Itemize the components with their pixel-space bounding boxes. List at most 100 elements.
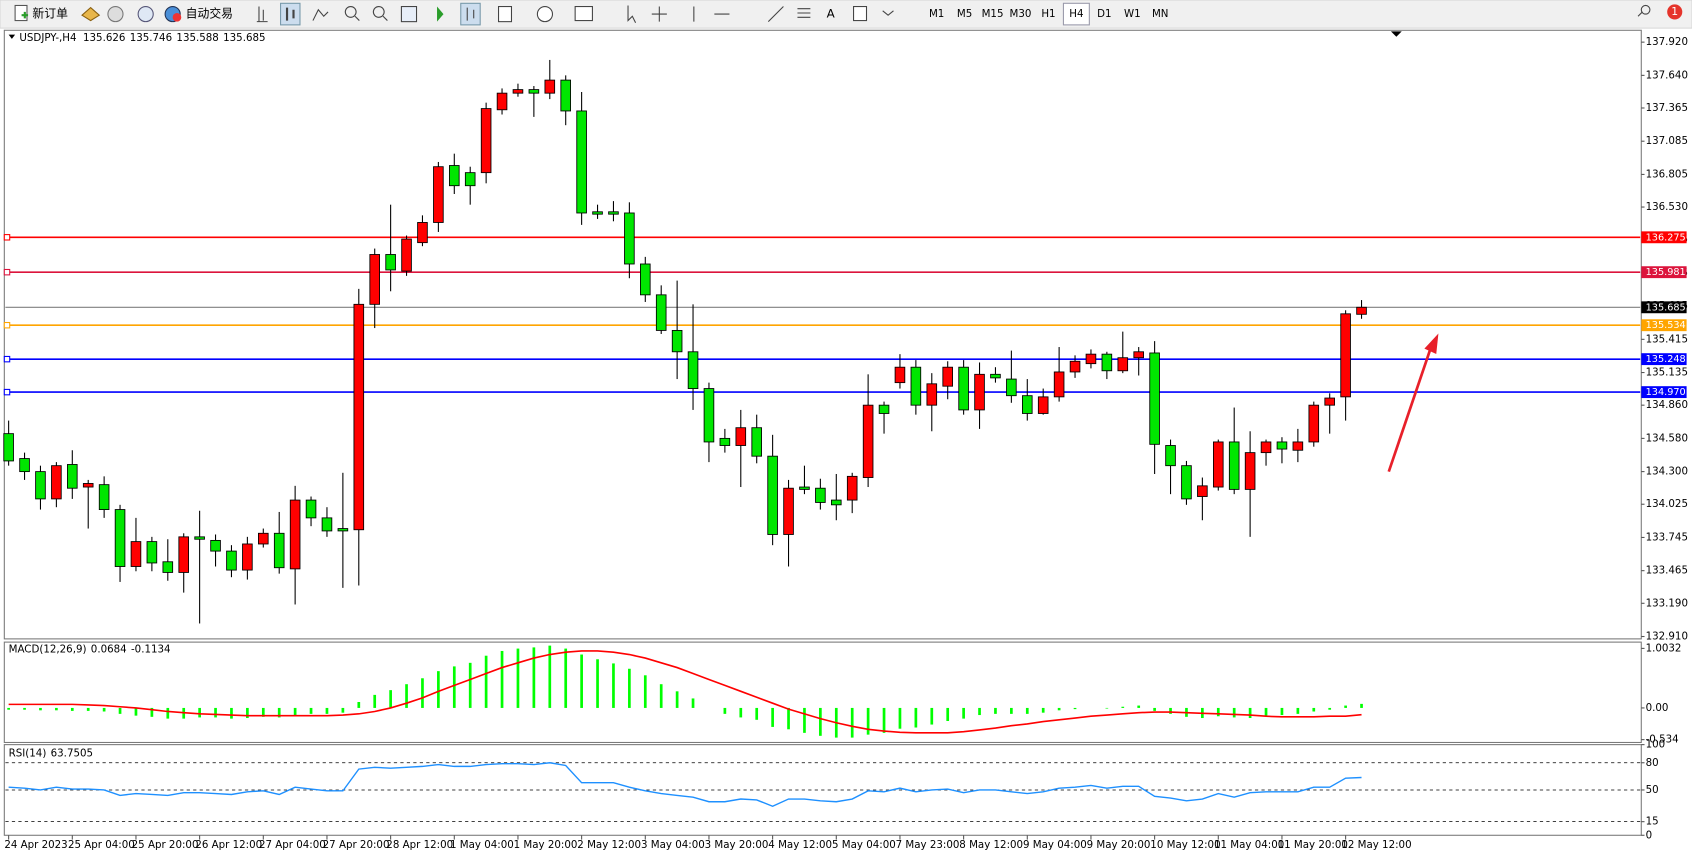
level-label-bg (1641, 319, 1687, 332)
candle-body (640, 263, 651, 296)
level-label-bg (1641, 386, 1687, 399)
auto-trading-button[interactable]: 自动交易 (164, 5, 233, 23)
candle-body (1085, 353, 1097, 365)
level-label: 135.248 (1646, 354, 1686, 365)
candle-body (624, 212, 635, 265)
y-tick-label: 137.920 (1646, 36, 1688, 48)
candle-body (544, 79, 556, 94)
y-tick-label: 134.025 (1646, 498, 1688, 510)
x-tick-label: 3 May 20:00 (705, 839, 769, 851)
icon[interactable] (460, 2, 481, 26)
icon[interactable] (497, 5, 513, 23)
icon[interactable] (1637, 11, 1643, 17)
x-tick-label: 4 May 12:00 (768, 839, 832, 851)
x-tick-label: 24 Apr 2023 (4, 839, 67, 851)
candle-body (528, 89, 540, 94)
icon[interactable] (137, 5, 154, 23)
timeframe-button[interactable]: H4 (1069, 8, 1083, 20)
candle-body (226, 550, 237, 571)
icon[interactable] (437, 6, 444, 22)
icon[interactable] (107, 5, 124, 23)
timeframe-button[interactable]: M15 (982, 8, 1004, 20)
candle-body (655, 294, 667, 331)
icon[interactable] (693, 6, 811, 23)
icon[interactable] (256, 6, 268, 23)
timeframe-button[interactable]: M1 (929, 8, 944, 20)
icon[interactable] (627, 5, 637, 23)
candle-body (433, 166, 444, 223)
y-tick-label: 1.0032 (1646, 642, 1682, 654)
level-label: 135.981 (1646, 267, 1686, 278)
icon[interactable] (81, 6, 101, 22)
candle-body (783, 487, 794, 535)
candle-body (98, 484, 110, 510)
candle-body (464, 172, 476, 187)
candle-body (735, 427, 747, 446)
candle-body (703, 388, 715, 443)
timeframe-button[interactable]: W1 (1124, 8, 1141, 20)
new-order-label: 新订单 (32, 7, 68, 21)
x-tick-label: 11 May 20:00 (1278, 839, 1348, 851)
y-tick-label: 134.860 (1646, 399, 1688, 411)
icon[interactable] (312, 8, 329, 21)
timeframe-button[interactable]: M30 (1010, 8, 1032, 20)
y-tick-label: 100 (1646, 739, 1666, 751)
candle-body (1181, 465, 1192, 500)
icon[interactable]: A (827, 7, 836, 21)
candle-body (417, 222, 428, 244)
icon[interactable] (354, 15, 360, 21)
level-label-bg (1641, 266, 1687, 279)
new-order-button[interactable]: 新订单 (14, 4, 68, 22)
candle-body (51, 465, 62, 500)
icon[interactable] (400, 5, 418, 23)
icon[interactable] (285, 7, 295, 21)
timeframe-button[interactable]: D1 (1097, 8, 1111, 20)
candle-body (369, 254, 380, 305)
x-tick-label: 27 Apr 04:00 (259, 839, 326, 851)
x-tick-label: 1 May 20:00 (514, 839, 578, 851)
y-tick-label: 133.745 (1646, 531, 1688, 543)
candle-body (878, 404, 890, 414)
icon[interactable] (853, 5, 868, 22)
timeframe-button[interactable]: H1 (1041, 8, 1055, 20)
icon[interactable] (651, 6, 667, 22)
x-tick-label: 3 May 04:00 (641, 839, 705, 851)
candle-body (289, 499, 301, 570)
candle-body (1340, 313, 1351, 398)
candle-body (449, 165, 460, 187)
level-label: 135.534 (1646, 320, 1686, 331)
icon[interactable] (536, 5, 554, 23)
candle-body (1356, 306, 1367, 315)
close-value: 135.685 (223, 32, 265, 44)
candle-body (926, 383, 938, 406)
candle-body (671, 329, 683, 353)
candle-body (1260, 441, 1272, 454)
candle-body (242, 543, 253, 571)
y-tick-label: 136.530 (1646, 201, 1688, 213)
macd-value: 0.0684 (91, 644, 127, 656)
icon[interactable] (466, 7, 475, 21)
candle-body (512, 89, 524, 94)
icon[interactable] (574, 5, 593, 22)
icon[interactable] (344, 5, 357, 18)
candle-body (1165, 445, 1176, 467)
icon[interactable] (280, 2, 301, 26)
candle-body (67, 464, 78, 489)
candle-body (560, 79, 571, 112)
timeframe-button[interactable]: MN (1152, 8, 1169, 20)
y-tick-label: 137.085 (1646, 135, 1688, 147)
icon[interactable] (1640, 4, 1651, 15)
icon[interactable] (372, 5, 385, 18)
annotation-arrowhead (1424, 333, 1439, 355)
level-handle (3, 234, 11, 241)
timeframe-button[interactable]: M5 (957, 8, 972, 20)
candle-body (258, 532, 269, 545)
icon[interactable] (382, 15, 388, 21)
candle-body (35, 471, 46, 500)
icon[interactable] (882, 10, 894, 16)
candle-body (1324, 397, 1335, 406)
x-tick-label: 2 May 12:00 (577, 839, 641, 851)
candle-body (1197, 485, 1208, 497)
notification-badge[interactable]: 1 (1667, 4, 1683, 20)
